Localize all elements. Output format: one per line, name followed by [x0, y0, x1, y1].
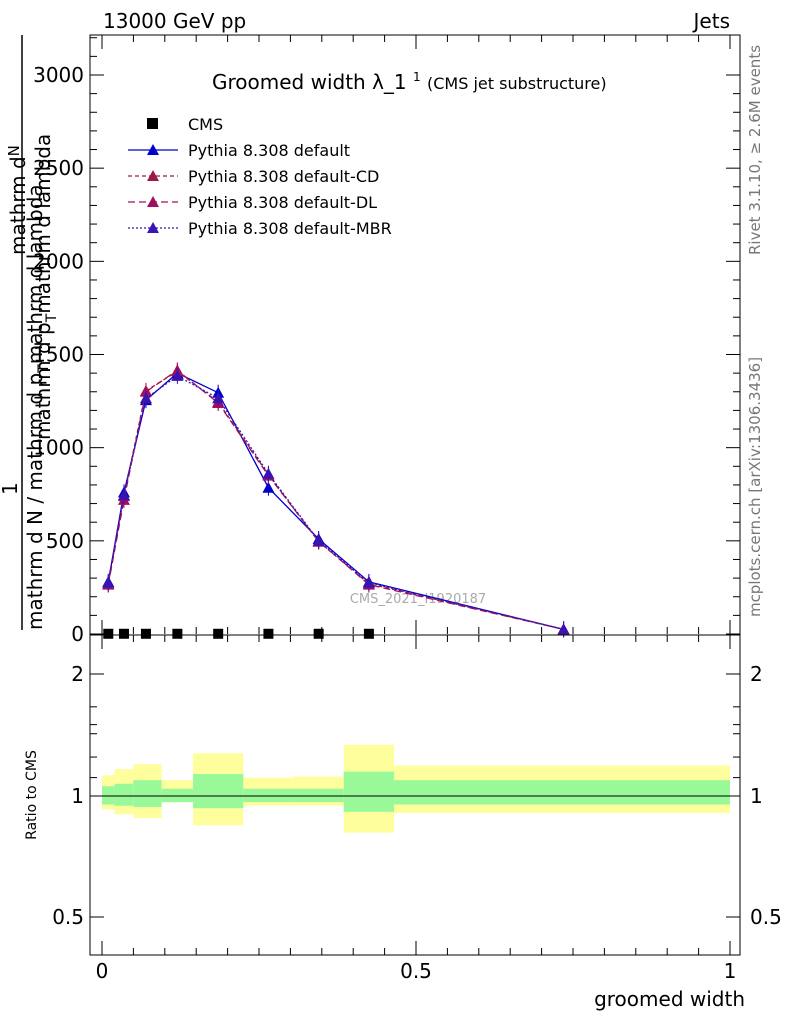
y-tick-label: 3000	[33, 63, 84, 87]
legend-marker	[147, 144, 159, 155]
x-tick-label: 0	[96, 959, 109, 983]
legend-cms-marker	[147, 118, 158, 129]
series-marker	[557, 623, 570, 635]
series-marker	[212, 392, 225, 404]
series-line-0	[107, 372, 564, 630]
series-marker	[262, 481, 275, 493]
plot-title-note: (CMS jet substructure)	[427, 74, 607, 93]
ratio-y-tick-label: 0.5	[750, 905, 782, 929]
ratio-inner-band	[243, 788, 294, 803]
series-marker	[312, 534, 325, 546]
plot-title: Groomed width λ_1 1 (CMS jet substructur…	[212, 62, 607, 94]
ratio-inner-band	[114, 783, 134, 806]
header-left: 13000 GeV pp	[103, 9, 246, 33]
ratio-inner-band	[102, 786, 115, 805]
legend-label: CMS	[188, 115, 223, 134]
main-y-axis-label: mathrm d N / mathrm d pTmathrm d lambda …	[0, 35, 60, 630]
ratio-inner-band	[193, 774, 244, 809]
x-tick-label: 1	[724, 959, 737, 983]
plot-title-main: Groomed width	[212, 70, 366, 94]
legend-label: Pythia 8.308 default-MBR	[188, 219, 392, 238]
ratio-bands	[102, 744, 730, 833]
legend-label: Pythia 8.308 default	[188, 141, 350, 160]
ratio-y-label: Ratio to CMS	[24, 750, 40, 840]
series-line-2	[107, 369, 564, 630]
y-tick-label: 2000	[33, 249, 84, 273]
plot-title-sup: 1	[413, 70, 421, 84]
plot-title-symbol: λ_1	[372, 70, 407, 94]
legend-label: Pythia 8.308 default-DL	[188, 193, 377, 212]
y-tick-label: 2500	[33, 156, 84, 180]
ratio-y-tick-label: 2	[750, 662, 763, 686]
main-y-ticks: 0 500 1000 1500 2000 2500 3000	[33, 37, 740, 646]
y-tick-label: 0	[71, 622, 84, 646]
ratio-inner-band	[133, 780, 162, 807]
legend-marker	[147, 170, 159, 181]
series-line-3	[107, 375, 564, 630]
ratio-inner-band	[394, 780, 730, 805]
y-tick-label: 1000	[33, 436, 84, 460]
ratio-x-ticks: 0 0.5 1	[96, 635, 737, 983]
series-marker	[171, 369, 184, 381]
series-line-1	[107, 370, 564, 630]
x-axis-label: groomed width	[594, 987, 745, 1011]
ratio-inner-band	[161, 788, 194, 803]
header-right: Jets	[692, 9, 730, 33]
series-marker	[262, 467, 275, 479]
ratio-y-tick-label: 1	[71, 784, 84, 808]
ylabel-num-1: mathrm dN	[5, 145, 30, 255]
series-marker	[139, 392, 152, 404]
cms-marker	[263, 628, 274, 639]
cms-marker	[103, 628, 114, 639]
mcplots-label: mcplots.cern.ch [arXiv:1306.3436]	[746, 357, 764, 617]
y-tick-label: 1500	[33, 343, 84, 367]
ylabel-num-2: mathrm d pTmathrm d lambda	[31, 134, 60, 440]
y-tick-label: 500	[46, 529, 84, 553]
cms-marker	[313, 628, 324, 639]
ratio-inner-band	[293, 788, 344, 803]
ylabel-one: 1	[0, 482, 22, 495]
cms-marker	[172, 628, 183, 639]
rivet-label: Rivet 3.1.10, ≥ 2.6M events	[746, 45, 764, 255]
legend-label: Pythia 8.308 default-CD	[188, 167, 379, 186]
series-layer	[102, 362, 570, 638]
series-marker	[102, 576, 115, 588]
cms-marker	[118, 628, 129, 639]
ylabel-line-1: mathrm d N / mathrm d pTmathrm d lambda	[23, 184, 52, 630]
ratio-y-tick-label: 1	[750, 784, 763, 808]
cms-layer	[103, 628, 374, 639]
cms-marker	[140, 628, 151, 639]
legend-marker	[147, 196, 159, 207]
legend: CMS Pythia 8.308 default Pythia 8.308 defa…	[128, 115, 392, 238]
ratio-y-ticks: 0.5 0.5 1 1 2 2	[52, 662, 782, 929]
x-tick-label: 0.5	[400, 959, 432, 983]
legend-marker	[147, 222, 159, 233]
cms-marker	[213, 628, 224, 639]
ratio-plot: 0.5 0.51 12 2 0 0.5 1 Ratio to CMS groomed wi…	[24, 634, 782, 1011]
ratio-y-tick-label: 2	[71, 662, 84, 686]
ratio-y-tick-label: 0.5	[52, 905, 84, 929]
cms-marker	[363, 628, 374, 639]
series-marker	[362, 576, 375, 588]
ratio-frame	[89, 634, 741, 956]
ratio-inner-band	[343, 771, 395, 812]
main-x-ticks	[101, 35, 731, 634]
series-marker	[117, 489, 130, 501]
